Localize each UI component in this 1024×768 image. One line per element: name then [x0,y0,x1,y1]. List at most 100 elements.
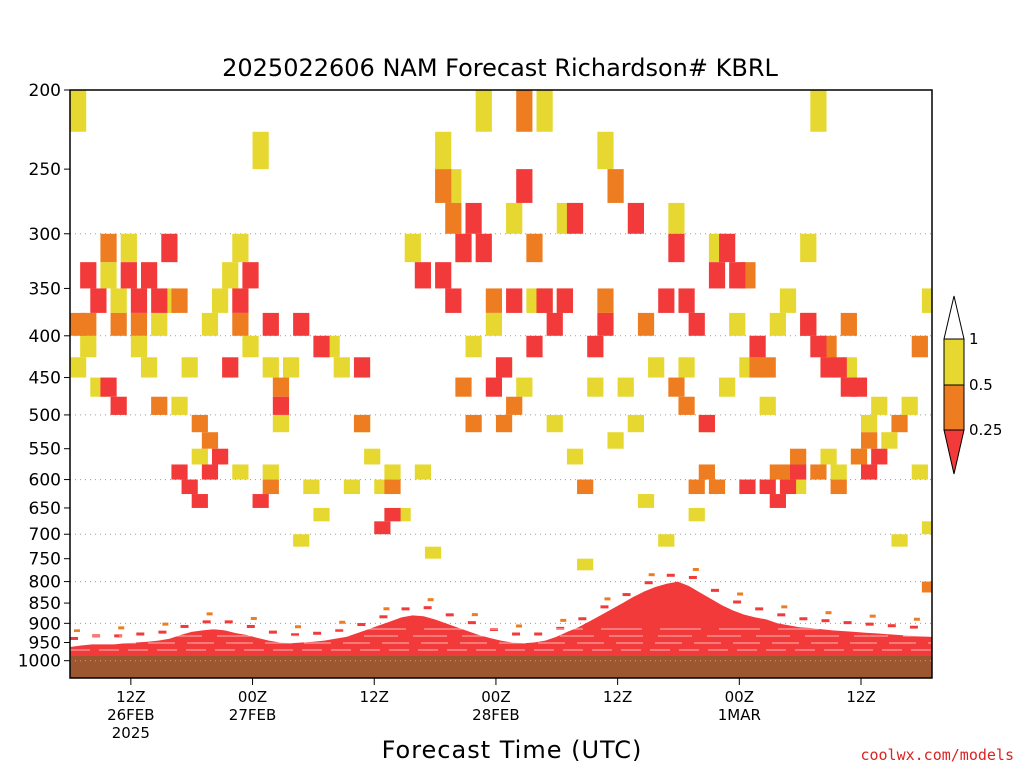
boundary-layer-speckle [600,605,609,609]
boundary-layer-speckle [737,592,744,596]
ri-cell-lt-025 [546,312,563,336]
x-tick-label: 00Z [481,688,510,706]
ri-cell-lt-05 [495,414,513,433]
ri-cell-lt-025 [455,233,472,263]
ri-cell-lt-1 [688,507,705,522]
ri-cell-lt-1 [891,534,908,547]
ri-cell-lt-1 [272,414,290,433]
ri-cell-lt-1 [648,357,665,378]
boundary-layer-speckle [114,634,123,638]
x-tick-label: 00Z [238,688,267,706]
x-tick-date: 27FEB [229,706,276,724]
boundary-layer-speckle [423,606,432,610]
ri-cell-lt-1 [627,414,644,433]
ri-cell-lt-05 [516,90,533,132]
boundary-layer-speckle [755,607,764,611]
legend-label: 0.25 [969,421,1002,439]
ri-cell-lt-1 [617,377,634,397]
plot-area [69,89,933,679]
ri-cell-lt-025 [465,202,482,234]
ri-cell-lt-025 [526,335,543,358]
ri-cell-lt-05 [445,202,462,234]
x-tick-date: 1MAR [718,706,761,724]
ri-cell-lt-025 [110,396,127,415]
legend-swatch [943,338,965,386]
ri-cell-lt-025 [151,288,168,313]
boundary-layer-speckle [909,625,918,629]
boundary-layer-speckle [781,605,788,609]
ri-cell-lt-025 [232,288,249,313]
ri-cell-lt-1 [120,233,137,263]
ri-cell-lt-1 [485,312,503,336]
boundary-layer-speckle [158,630,167,634]
ri-cell-lt-05 [759,357,776,378]
y-tick-label: 700 [29,525,61,545]
ri-cell-lt-05 [262,479,279,495]
ri-cell-lt-1 [769,312,786,336]
ri-cell-lt-025 [850,377,868,397]
ri-cell-lt-1 [820,448,837,465]
ri-cell-lt-05 [151,396,168,415]
ri-cell-lt-1 [536,90,553,132]
ri-cell-lt-025 [384,507,401,522]
ri-cell-lt-025 [414,262,432,289]
ri-cell-lt-1 [759,396,776,415]
legend-swatch [943,429,965,475]
ri-cell-lt-1 [607,432,624,449]
ri-cell-lt-025 [779,479,797,495]
ri-cell-lt-1 [181,357,198,378]
x-tick-label: 00Z [725,688,754,706]
ri-cell-lt-025 [749,335,766,358]
ri-cell-lt-025 [80,262,97,289]
ri-cell-lt-025 [566,202,584,234]
y-tick-label: 900 [29,614,61,634]
ri-cell-lt-05 [384,479,401,495]
boundary-layer-speckle [291,633,300,637]
ri-cell-lt-1 [668,202,685,234]
ri-cell-lt-025 [769,494,786,508]
ri-cell-lt-05 [698,464,715,480]
chart-title: 2025022606 NAM Forecast Richardson# KBRL [222,54,778,82]
ri-cell-lt-1 [465,335,482,358]
ri-cell-lt-1 [587,377,604,397]
y-tick-label: 850 [29,594,61,614]
ri-cell-lt-025 [658,288,675,313]
ri-cell-lt-025 [790,464,807,480]
ri-cell-lt-1 [719,377,736,397]
ri-cell-lt-05 [130,312,148,336]
ri-cell-lt-05 [465,414,482,433]
y-tick-label: 450 [29,369,61,389]
y-tick-label: 1000 [18,652,61,672]
ri-cell-lt-025 [171,464,188,480]
ri-cell-lt-025 [587,335,604,358]
ri-cell-lt-025 [201,464,219,480]
boundary-layer-speckle [666,573,675,577]
boundary-layer-speckle [268,630,277,634]
boundary-layer-speckle [825,611,832,615]
ri-cell-lt-05 [110,312,127,336]
ri-cell-lt-05 [485,288,503,313]
ri-cell-lt-1 [100,262,117,289]
ri-cell-lt-1 [597,131,614,170]
boundary-layer-speckle [401,607,410,611]
ri-cell-lt-05 [840,312,857,336]
ri-cell-lt-025 [861,464,878,480]
ri-cell-lt-1 [830,464,847,480]
ri-cell-lt-1 [140,357,158,378]
y-tick-label: 300 [29,225,61,245]
ri-cell-lt-1 [222,262,239,289]
ri-cell-lt-025 [374,521,391,535]
legend-label: 1 [969,330,979,348]
boundary-layer-band [70,581,932,656]
ri-cell-lt-025 [516,169,533,203]
ri-cell-lt-025 [810,335,827,358]
ri-cell-lt-025 [506,288,523,313]
y-tick-label: 550 [29,440,61,460]
y-tick-label: 800 [29,573,61,593]
ri-cell-lt-025 [313,335,330,358]
ri-cell-lt-1 [333,357,350,378]
boundary-layer-speckle [865,622,874,626]
y-axis: 200 250 300 350 400 450 500 550 600 650 700 750 8008… [18,81,70,672]
boundary-layer-speckle [887,624,896,628]
boundary-layer-speckle [313,631,322,635]
